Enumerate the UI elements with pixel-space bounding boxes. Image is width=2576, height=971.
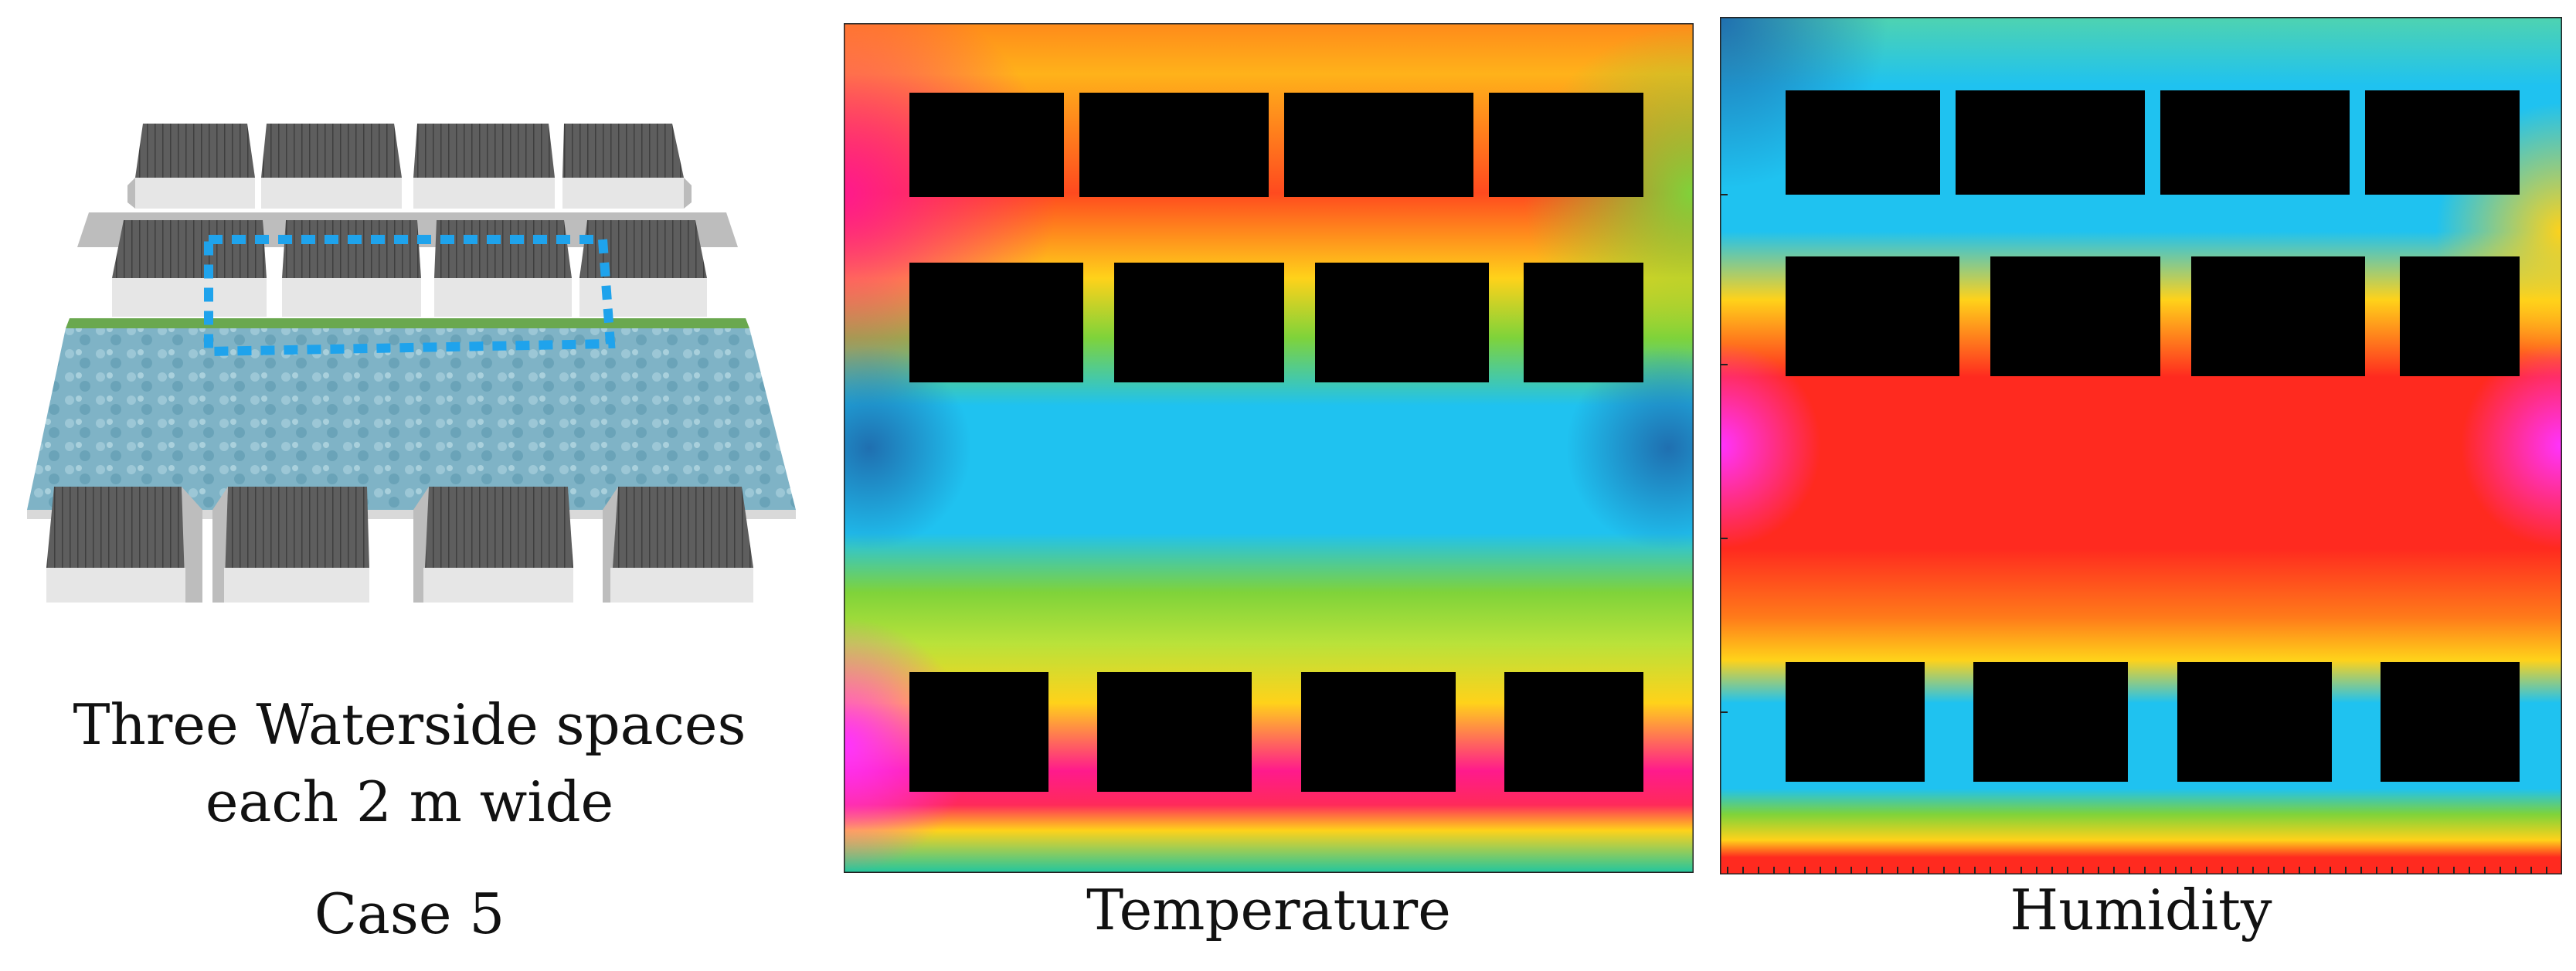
waterside-model-illustration — [27, 124, 796, 603]
building — [1504, 672, 1643, 792]
building — [1301, 672, 1456, 792]
building — [1284, 93, 1473, 197]
building — [1786, 256, 1959, 376]
building — [909, 93, 1064, 197]
humidity-map — [1720, 17, 2562, 874]
model-description-line2: each 2 m wide — [205, 769, 614, 834]
back-row-houses — [127, 124, 692, 209]
waterside-path-outline — [204, 235, 616, 357]
case-label: Case 5 — [314, 881, 505, 946]
building — [1079, 93, 1269, 197]
house — [434, 220, 572, 317]
house — [282, 220, 421, 317]
house — [413, 487, 573, 603]
building — [1973, 662, 2128, 782]
building — [909, 672, 1048, 792]
grass-strip — [66, 318, 749, 328]
middle-row-houses — [112, 220, 707, 317]
axis-ticks — [1720, 194, 2562, 874]
building — [2381, 662, 2520, 782]
temperature-map — [844, 23, 1694, 873]
building — [2177, 662, 2332, 782]
house — [127, 124, 255, 209]
temperature-map-panel — [844, 23, 1694, 873]
house — [112, 220, 267, 317]
humidity-label: Humidity — [2010, 878, 2272, 942]
model-panel — [0, 0, 819, 971]
house — [562, 124, 692, 209]
building — [2365, 90, 2520, 195]
building — [1315, 263, 1489, 382]
building — [2191, 256, 2365, 376]
humidity-map-panel — [1720, 17, 2562, 874]
building-footprints — [909, 93, 1643, 792]
front-row-houses — [46, 487, 753, 603]
building — [1786, 90, 1940, 195]
house — [46, 487, 202, 603]
building — [1956, 90, 2145, 195]
house — [212, 487, 369, 603]
water-channel — [27, 328, 796, 510]
house — [261, 124, 402, 209]
building-footprints — [1786, 90, 2520, 782]
building — [1786, 662, 1925, 782]
building — [2400, 256, 2520, 376]
building — [909, 263, 1083, 382]
building — [1114, 263, 1284, 382]
house — [579, 220, 707, 317]
house — [603, 487, 753, 603]
building — [1990, 256, 2160, 376]
building — [2160, 90, 2350, 195]
model-description-line1: Three Waterside spaces — [73, 692, 746, 757]
building — [1097, 672, 1252, 792]
temperature-label: Temperature — [1086, 878, 1451, 942]
building — [1489, 93, 1643, 197]
building — [1524, 263, 1643, 382]
house — [413, 124, 555, 209]
